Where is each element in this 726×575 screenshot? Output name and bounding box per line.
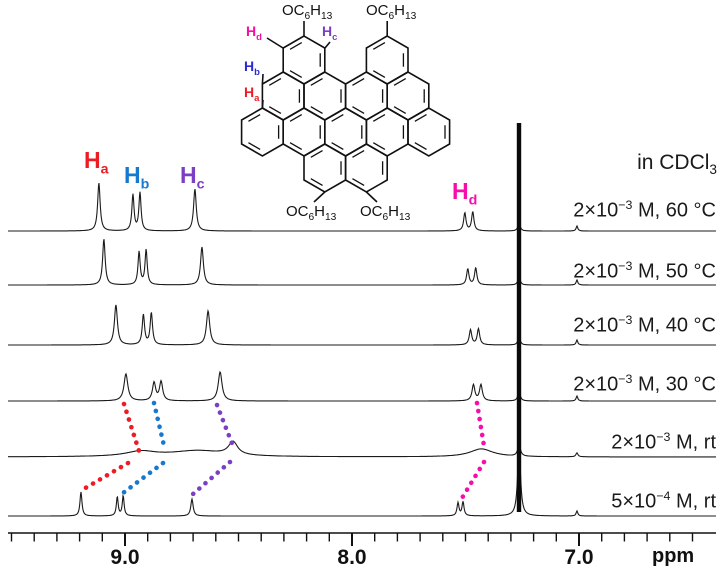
series-label-40c: 2×10−3 M, 40 °C xyxy=(573,313,716,337)
solvent-note: in CDCl3 xyxy=(637,151,717,178)
series-label-30c: 2×10−3 M, 30 °C xyxy=(573,372,716,396)
substituent-label-bottom-left: OC6H13 xyxy=(286,203,337,223)
structure-label-ha: Ha xyxy=(244,84,260,104)
series-label-50c: 2×10−3 M, 50 °C xyxy=(573,259,716,283)
series-label-60c: 2×10−3 M, 60 °C xyxy=(573,198,716,222)
substituent-label-top-left: OC6H13 xyxy=(282,2,333,22)
substituent-label-bottom-right: OC6H13 xyxy=(360,203,411,223)
peak-label-ha: Ha xyxy=(84,147,109,178)
substituent-label-top-right: OC6H13 xyxy=(366,2,417,22)
axis-tick-9: 9.0 xyxy=(110,546,140,569)
series-label-rt-5e4: 5×10−4 M, rt xyxy=(611,489,716,513)
structure-label-hd: Hd xyxy=(246,23,262,43)
peak-label-hc: Hc xyxy=(180,162,205,193)
axis-tick-8: 8.0 xyxy=(337,546,367,569)
axis-tick-7: 7.0 xyxy=(564,546,594,569)
series-label-rt-2e3: 2×10−3 M, rt xyxy=(611,430,716,454)
peak-label-hb: Hb xyxy=(124,162,150,193)
axis-unit-label: ppm xyxy=(652,545,695,567)
structure-label-hc: Hc xyxy=(322,23,338,43)
structure-label-hb: Hb xyxy=(244,58,260,78)
peak-label-hd: Hd xyxy=(452,178,478,209)
